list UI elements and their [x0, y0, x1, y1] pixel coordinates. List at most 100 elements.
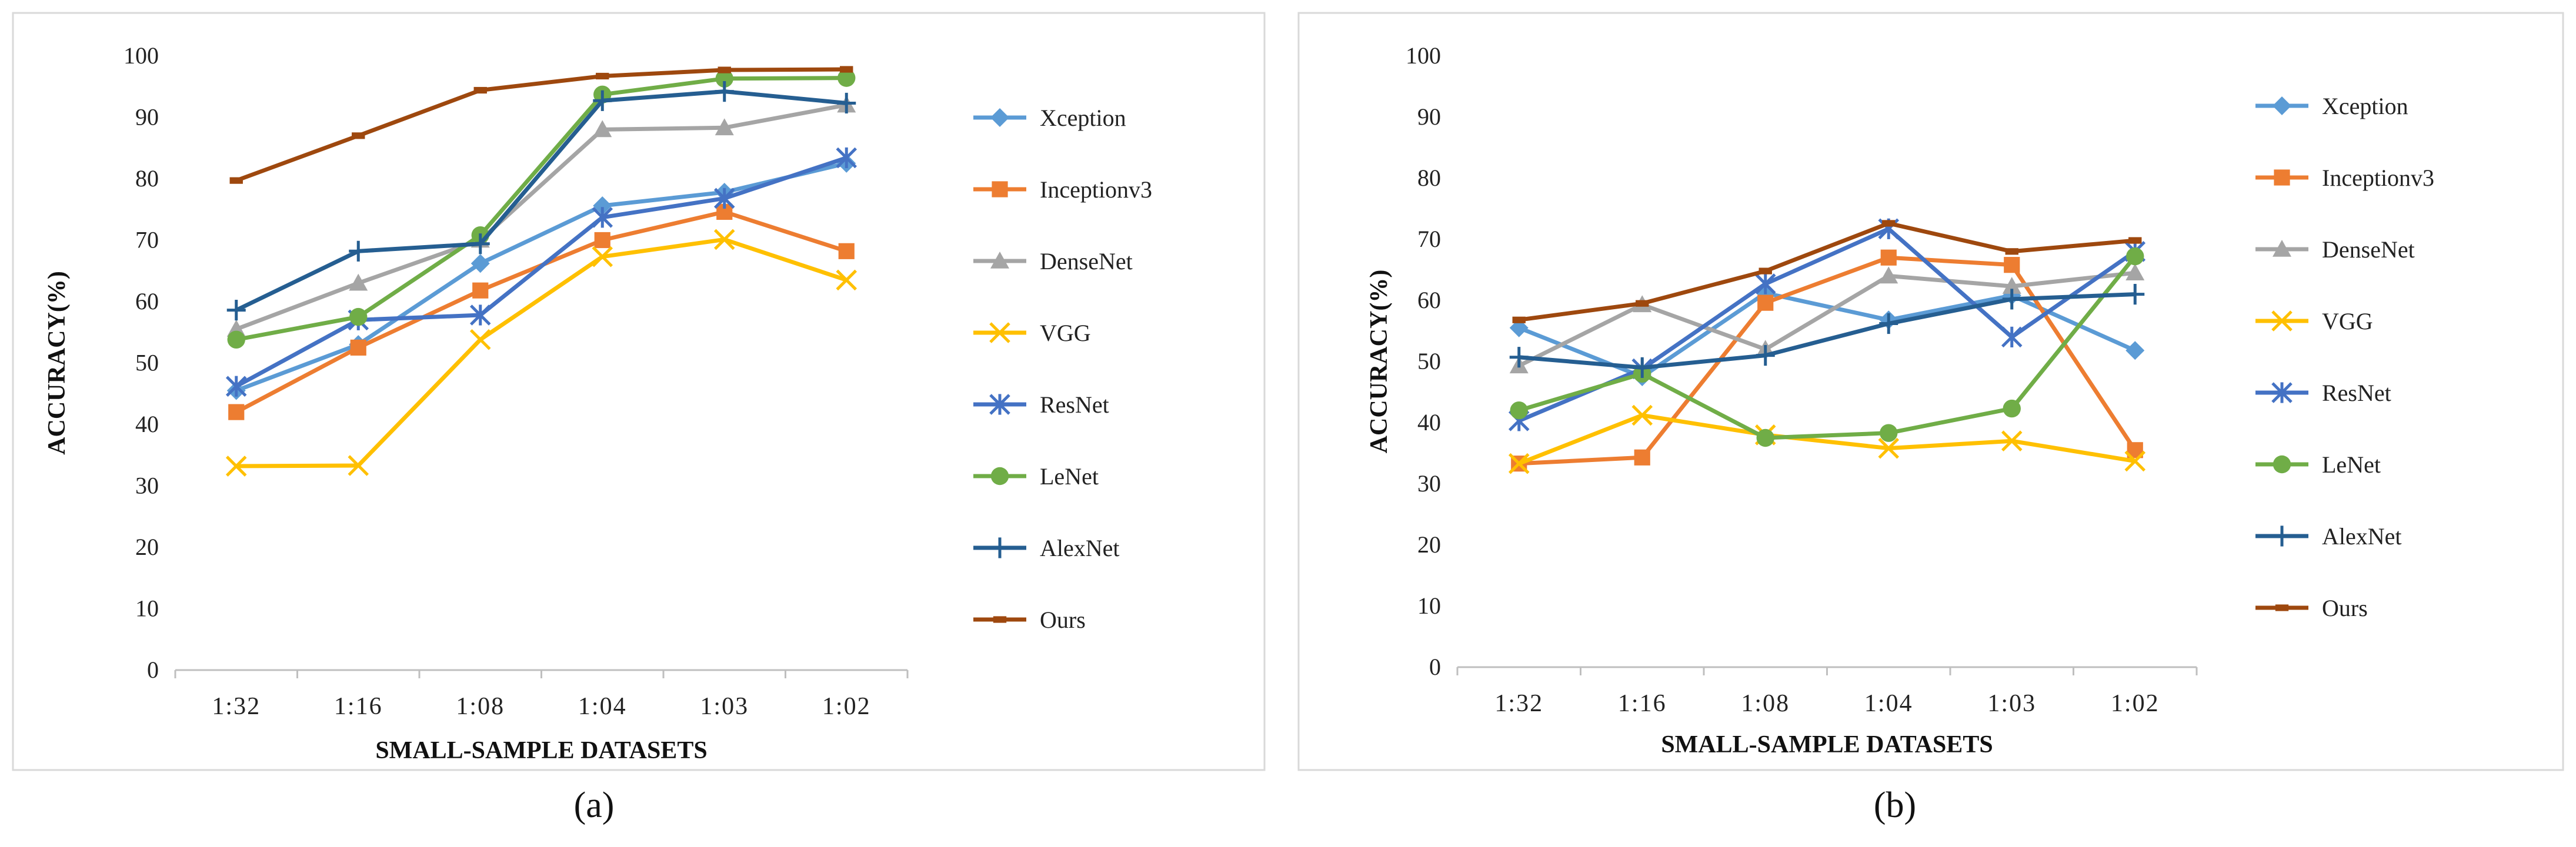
data-point [715, 118, 734, 136]
legend-item-vgg: VGG [973, 320, 1091, 346]
legend-marker [990, 252, 1009, 269]
legend-item-ours: Ours [2255, 595, 2368, 621]
data-point [836, 269, 857, 291]
series-line [1518, 413, 2135, 466]
series-ours [1512, 220, 2142, 323]
legend-label: DenseNet [2322, 236, 2415, 263]
data-point [2125, 284, 2145, 305]
legend-marker [990, 537, 1009, 558]
legend-marker [992, 181, 1008, 197]
y-tick-label: 50 [1417, 348, 1441, 374]
data-point [1880, 249, 1897, 266]
data-point [718, 66, 731, 73]
data-point [715, 81, 734, 102]
legend-item-densenet: DenseNet [2255, 236, 2415, 263]
data-point [226, 300, 246, 321]
data-point [2126, 247, 2144, 266]
data-point [227, 330, 245, 349]
series-line [1519, 221, 2135, 322]
series-line [1518, 255, 2137, 440]
legend-label: LeNet [1040, 463, 1099, 490]
legend-label: Xception [1040, 105, 1126, 131]
y-tick-label: 80 [135, 165, 159, 192]
legend-marker [2271, 382, 2293, 403]
legend-item-xception: Xception [2255, 93, 2408, 119]
data-point [2125, 341, 2145, 360]
legend-label: ResNet [2322, 380, 2391, 406]
data-point [349, 273, 368, 291]
y-tick-label: 60 [1417, 287, 1441, 313]
series-line [235, 161, 847, 393]
legend-marker [990, 467, 1009, 486]
legend-marker [990, 108, 1009, 127]
data-point [838, 243, 855, 259]
legend-label: Xception [2322, 93, 2408, 119]
legend-item-resnet: ResNet [973, 391, 1109, 418]
y-tick-label: 70 [135, 227, 159, 253]
legend-label: VGG [2322, 308, 2373, 334]
data-point [348, 455, 369, 476]
series-lenet [1510, 247, 2144, 447]
x-tick-label: 1:32 [212, 693, 261, 720]
legend-label: Inceptionv3 [2322, 165, 2434, 191]
legend-label: AlexNet [2322, 523, 2402, 550]
y-tick-label: 80 [1417, 165, 1441, 191]
y-tick-label: 40 [1417, 409, 1441, 436]
legend-item-resnet: ResNet [2255, 380, 2391, 406]
y-axis-title: ACCURACY(%) [1366, 270, 1393, 454]
data-point [349, 240, 368, 262]
data-point [1756, 428, 1774, 447]
data-point [2004, 257, 2020, 273]
chart-frame [12, 12, 1266, 771]
data-point [1510, 401, 1528, 420]
legend-marker [2275, 604, 2289, 611]
series-line [1518, 270, 2135, 368]
y-tick-label: 20 [135, 534, 159, 560]
chart-frame [1297, 12, 2564, 771]
x-axis-title: SMALL-SAMPLE DATASETS [375, 737, 707, 764]
y-tick-label: 60 [135, 288, 159, 314]
series-line [236, 76, 847, 342]
data-point [715, 69, 733, 88]
data-point [1756, 345, 1775, 366]
data-point [593, 196, 612, 215]
data-point [1879, 313, 1898, 334]
data-point [1636, 300, 1649, 307]
y-tick-label: 50 [135, 350, 159, 376]
legend-item-alexnet: AlexNet [2255, 523, 2402, 550]
series-vgg [225, 229, 857, 477]
x-tick-label: 1:03 [700, 693, 749, 720]
legend-label: LeNet [2322, 451, 2381, 478]
y-tick-label: 0 [147, 657, 159, 683]
data-point [472, 282, 489, 299]
data-point [350, 339, 366, 356]
x-tick-label: 1:16 [334, 693, 383, 720]
data-point [1634, 449, 1650, 466]
legend-label: Ours [1040, 607, 1086, 633]
data-point [837, 69, 856, 87]
legend-label: Inceptionv3 [1040, 176, 1152, 203]
series-alexnet [1509, 284, 2145, 378]
data-point [225, 376, 247, 397]
data-point [352, 132, 365, 139]
data-point [1633, 357, 1652, 378]
data-point [228, 404, 245, 420]
legend-label: VGG [1040, 320, 1091, 346]
series-line [1519, 255, 2137, 466]
series-line [235, 103, 847, 332]
x-tick-label: 1:04 [578, 693, 627, 720]
data-point [713, 188, 735, 209]
data-point [837, 92, 856, 114]
x-tick-label: 1:08 [456, 693, 505, 720]
legend-marker [2273, 240, 2291, 257]
legend-item-lenet: LeNet [2255, 451, 2381, 478]
y-axis-title: ACCURACY(%) [44, 271, 71, 455]
data-point [836, 147, 857, 169]
data-point [1878, 437, 1900, 459]
data-point [349, 307, 368, 326]
legend-item-alexnet: AlexNet [973, 535, 1120, 561]
panel-caption: (b) [1874, 785, 1916, 825]
legend-item-inceptionv3: Inceptionv3 [973, 176, 1152, 203]
data-point [469, 329, 491, 350]
data-point [1754, 273, 1776, 294]
